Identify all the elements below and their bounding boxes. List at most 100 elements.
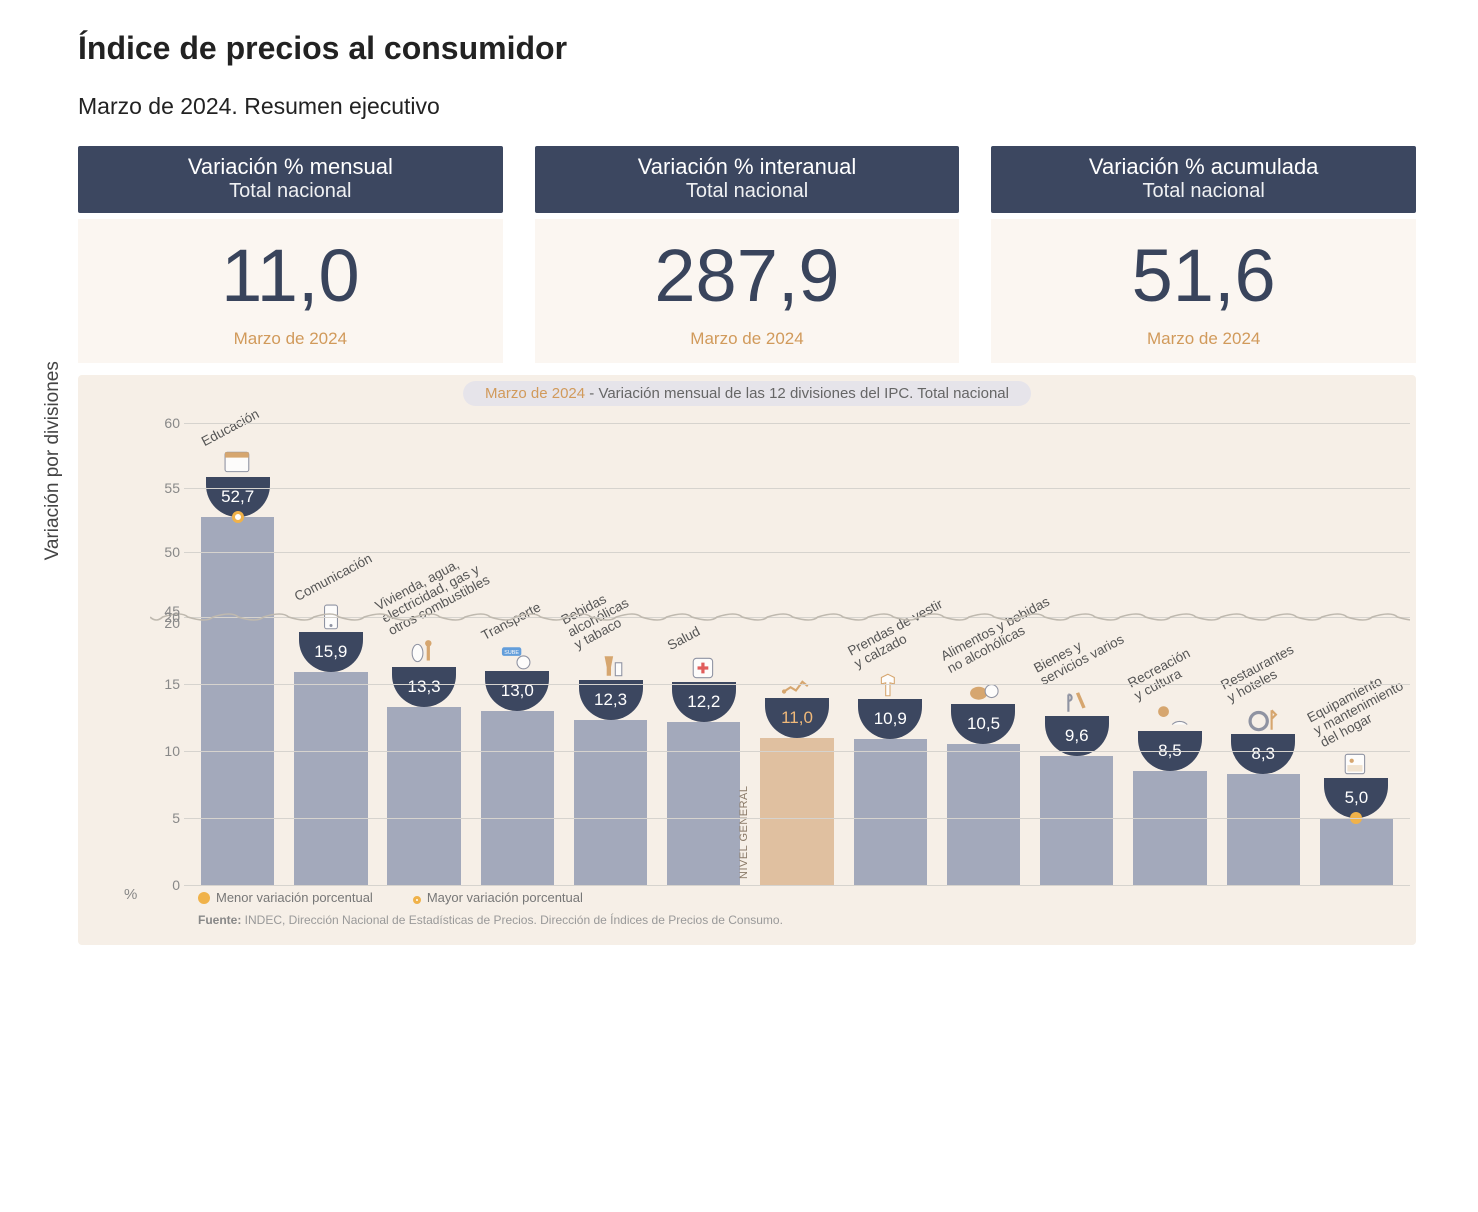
chart-title-prefix: Marzo de 2024 [485, 385, 585, 402]
chart-title: Marzo de 2024 - Variación mensual de las… [463, 381, 1031, 406]
svg-text:SUBE: SUBE [505, 650, 520, 656]
card-body: 11,0 Marzo de 2024 [78, 219, 503, 363]
page-root: Índice de precios al consumidor Marzo de… [0, 0, 1478, 1212]
bar [294, 672, 367, 885]
bar [947, 744, 1020, 885]
pct-symbol: % [124, 886, 137, 903]
value-pocket: 12,3 [579, 680, 643, 720]
housing-icon [402, 639, 446, 667]
page-subtitle: Marzo de 2024. Resumen ejecutivo [78, 93, 1416, 120]
card-value: 11,0 [78, 239, 503, 313]
bar-column: 13,3Vivienda, agua,electricidad, gas yot… [380, 423, 467, 885]
source-text: INDEC, Dirección Nacional de Estadística… [241, 913, 783, 927]
card-sub: Marzo de 2024 [78, 329, 503, 349]
category-label: Educación [200, 407, 262, 449]
bar-general: NIVEL GENERAL [760, 738, 833, 885]
value-pocket: 8,3 [1231, 734, 1295, 774]
bar [574, 720, 647, 885]
food-icon [961, 676, 1005, 704]
general-label: NIVEL GENERAL [738, 785, 750, 879]
bar [1320, 818, 1393, 885]
bar [667, 722, 740, 885]
bar [387, 707, 460, 885]
grid-line [184, 488, 1410, 489]
chart-source: Fuente: INDEC, Dirección Nacional de Est… [198, 913, 783, 927]
grid-line [184, 885, 1410, 886]
card-line1: Variación % interanual [535, 154, 960, 180]
y-tick: 45 [150, 603, 180, 619]
bar-column: 9,6Bienes yservicios varios [1033, 423, 1120, 885]
value-pocket: 10,9 [858, 699, 922, 739]
bar-column: 15,9 Comunicación [287, 423, 374, 885]
chart-legend: Menor variación porcentual Mayor variaci… [198, 890, 583, 905]
y-tick: 15 [150, 676, 180, 692]
education-icon [216, 449, 260, 477]
category-label: Recreacióny cultura [1125, 646, 1199, 703]
category-label: Equipamientoy mantenimientodel hogar [1305, 666, 1412, 750]
bar [1227, 774, 1300, 885]
source-label: Fuente: [198, 913, 241, 927]
y-axis-label: Variación por divisiones [42, 361, 64, 560]
home-equip-icon [1334, 750, 1378, 778]
value-pocket: 11,0 [765, 698, 829, 738]
card-line1: Variación % mensual [78, 154, 503, 180]
y-tick: 50 [150, 544, 180, 560]
legend-min: Menor variación porcentual [198, 890, 373, 905]
bar-column: NIVEL GENERAL11,0 [753, 423, 840, 885]
value-pocket: 13,0 [485, 671, 549, 711]
bar [1133, 771, 1206, 885]
card-value: 51,6 [991, 239, 1416, 313]
bar-column: 12,2Salud [660, 423, 747, 885]
grid-line [184, 818, 1410, 819]
card-line2: Total nacional [78, 180, 503, 203]
card-head: Variación % mensual Total nacional [78, 146, 503, 213]
chart-title-rest: - Variación mensual de las 12 divisiones… [585, 385, 1009, 402]
card-line1: Variación % acumulada [991, 154, 1416, 180]
bar-column: 12,3Bebidasalcohólicasy tabaco [567, 423, 654, 885]
bar-column: 8,3 Restaurantesy hoteles [1220, 423, 1307, 885]
axis-break-icon [150, 611, 1410, 623]
bar [481, 711, 554, 885]
grid-line [184, 684, 1410, 685]
card-yoy: Variación % interanual Total nacional 28… [535, 146, 960, 363]
misc-icon [1055, 688, 1099, 716]
y-tick: 10 [150, 743, 180, 759]
card-monthly: Variación % mensual Total nacional 11,0 … [78, 146, 503, 363]
bar-column: 10,9Prendas de vestiry calzado [847, 423, 934, 885]
alcohol-icon [589, 652, 633, 680]
bar-column: SUBE13,0Transporte [474, 423, 561, 885]
transport-icon: SUBE [495, 643, 539, 671]
recreation-icon [1148, 703, 1192, 731]
value-pocket: 15,9 [299, 632, 363, 672]
min-marker-icon [198, 892, 210, 904]
bar [854, 739, 927, 885]
card-head: Variación % acumulada Total nacional [991, 146, 1416, 213]
card-line2: Total nacional [991, 180, 1416, 203]
value-pocket: 12,2 [672, 682, 736, 722]
y-tick: 55 [150, 480, 180, 496]
y-tick: 5 [150, 810, 180, 826]
card-head: Variación % interanual Total nacional [535, 146, 960, 213]
plot-area: 52,7Educación 15,9 Comunicación13,3Viviend… [150, 423, 1410, 885]
value-pocket: 10,5 [951, 704, 1015, 744]
bars-container: 52,7Educación 15,9 Comunicación13,3Viviend… [184, 423, 1410, 885]
y-tick: 0 [150, 877, 180, 893]
max-marker-icon [413, 896, 421, 904]
value-pocket: 13,3 [392, 667, 456, 707]
bar-column: 5,0Equipamientoy mantenimientodel hogar [1313, 423, 1400, 885]
card-sub: Marzo de 2024 [991, 329, 1416, 349]
category-label: Restaurantesy hoteles [1218, 643, 1302, 706]
card-accum: Variación % acumulada Total nacional 51,… [991, 146, 1416, 363]
category-label: Comunicación [293, 551, 375, 604]
legend-max: Mayor variación porcentual [413, 890, 583, 905]
health-icon [682, 654, 726, 682]
bar-column: 10,5Alimentos y bebidasno alcohólicas [940, 423, 1027, 885]
card-value: 287,9 [535, 239, 960, 313]
bar [1040, 756, 1113, 885]
bar [201, 517, 274, 885]
card-line2: Total nacional [535, 180, 960, 203]
y-tick: 60 [150, 415, 180, 431]
max-marker-icon [232, 511, 244, 523]
page-title: Índice de precios al consumidor [78, 30, 1416, 67]
bar-column: 52,7Educación [194, 423, 281, 885]
